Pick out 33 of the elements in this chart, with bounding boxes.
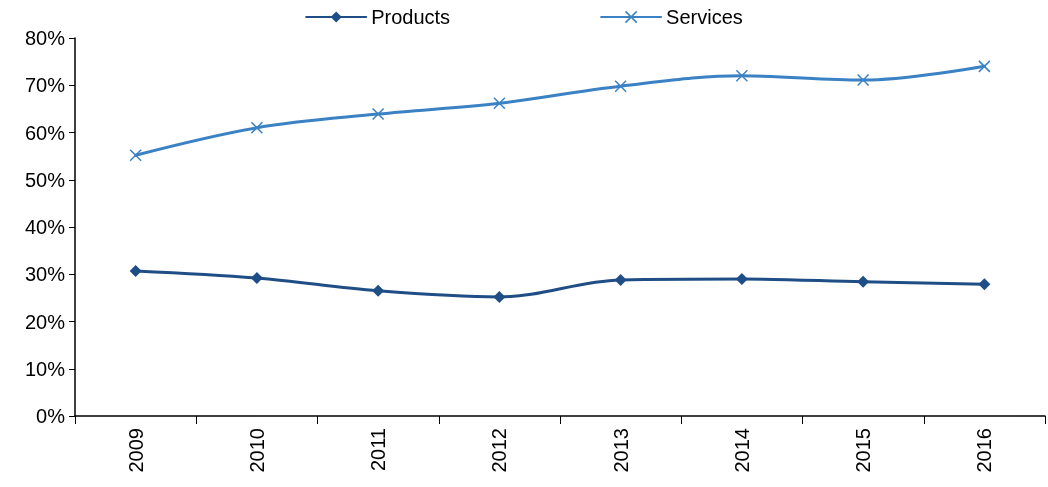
y-tick-label: 80%	[24, 27, 66, 49]
point	[614, 273, 627, 286]
x-tick-label: 2012	[488, 428, 511, 473]
point	[372, 284, 385, 297]
x-tick-label: 2013	[609, 428, 632, 473]
point	[857, 275, 870, 288]
legend-label: Products	[371, 6, 451, 28]
point	[735, 69, 749, 83]
point	[250, 121, 264, 135]
y-tick-label: 50%	[24, 168, 66, 191]
point	[493, 290, 506, 303]
x-tick-label: 2015	[852, 428, 875, 473]
y-tick-label: 0%	[36, 405, 66, 427]
y-tick-label: 20%	[24, 310, 66, 333]
x-tick-label: 2016	[973, 428, 996, 473]
x-tick-label: 2009	[124, 428, 147, 473]
point	[856, 73, 870, 87]
legend-label: Services	[666, 6, 743, 28]
y-tick-label: 70%	[24, 74, 66, 97]
y-tick-label: 10%	[24, 357, 66, 380]
point	[371, 107, 385, 121]
y-tick-label: 60%	[24, 121, 66, 144]
point	[129, 264, 142, 277]
point	[978, 278, 991, 291]
point	[493, 96, 506, 110]
x-tick-label: 2011	[367, 428, 390, 472]
point	[978, 60, 991, 73]
point	[614, 79, 627, 93]
x-tick-label: 2010	[245, 428, 268, 473]
x-tick-label: 2014	[730, 428, 753, 473]
point	[129, 148, 142, 162]
y-tick-label: 30%	[24, 263, 66, 286]
y-tick-label: 40%	[24, 216, 66, 238]
